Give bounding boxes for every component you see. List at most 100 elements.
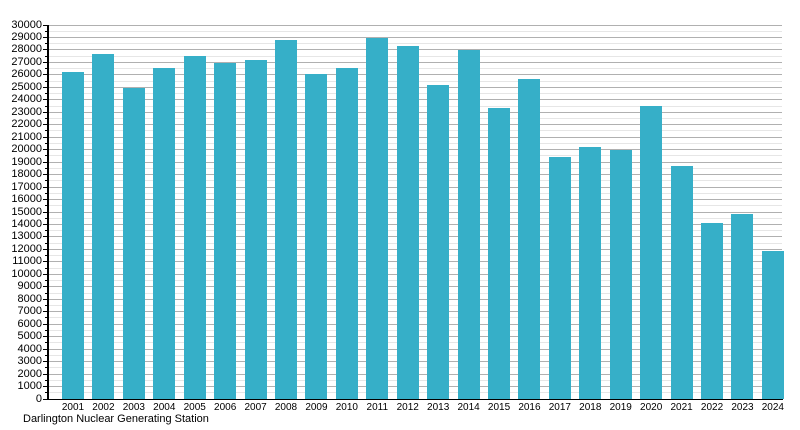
- y-axis-label: 7000: [17, 305, 42, 318]
- y-axis-tick: [43, 199, 48, 201]
- x-axis-label-2018: 2018: [579, 402, 602, 413]
- y-axis-tick: [45, 118, 48, 119]
- x-axis-label-2006: 2006: [214, 402, 237, 413]
- y-axis-tick: [45, 367, 48, 369]
- chart-caption: Darlington Nuclear Generating Station: [23, 413, 209, 425]
- y-axis-tick: [45, 155, 48, 157]
- x-axis-label-2009: 2009: [305, 402, 328, 413]
- bar-2012: [396, 45, 419, 399]
- y-axis-tick: [43, 386, 48, 388]
- y-axis-label: 18000: [11, 168, 42, 181]
- bar-2019: [609, 149, 632, 399]
- y-axis-tick: [45, 180, 48, 182]
- y-axis-label: 14000: [11, 217, 42, 230]
- y-axis-tick: [43, 24, 48, 26]
- y-axis-tick: [45, 354, 48, 356]
- x-axis-label-2023: 2023: [731, 402, 754, 413]
- y-axis-tick: [43, 336, 48, 338]
- bar-2020: [640, 106, 663, 399]
- x-axis-label-2017: 2017: [548, 402, 571, 413]
- y-axis-tick: [43, 286, 48, 288]
- x-axis-label-2007: 2007: [244, 402, 267, 413]
- gridline-major: [48, 36, 782, 38]
- y-axis-tick: [43, 99, 48, 101]
- bar-2009: [305, 73, 328, 399]
- bar-2011: [366, 38, 389, 399]
- y-axis-label: 16000: [11, 193, 42, 206]
- y-axis-tick: [43, 311, 48, 313]
- y-axis-tick: [45, 167, 48, 169]
- x-axis-label-2014: 2014: [457, 402, 480, 413]
- y-axis-label: 4000: [17, 342, 42, 355]
- y-axis-label: 12000: [11, 242, 42, 255]
- y-axis-tick: [43, 211, 48, 213]
- bar-2003: [122, 87, 145, 399]
- y-axis-label: 5000: [17, 330, 42, 343]
- y-axis-tick: [45, 142, 48, 144]
- x-axis-label-2001: 2001: [61, 402, 85, 413]
- y-axis-tick: [43, 149, 48, 151]
- y-axis-label: 3000: [17, 355, 42, 368]
- bar-2001: [62, 72, 84, 399]
- y-axis-tick: [43, 174, 48, 176]
- y-axis-tick: [45, 130, 48, 132]
- x-axis-label-2024: 2024: [761, 402, 784, 413]
- x-axis-label-2002: 2002: [92, 402, 115, 413]
- y-axis-tick: [43, 86, 48, 88]
- bar-2007: [244, 59, 267, 399]
- x-axis-label-2008: 2008: [274, 402, 298, 413]
- y-axis-label: 26000: [11, 68, 42, 81]
- y-axis-label: 2000: [17, 367, 42, 380]
- y-axis-tick: [45, 30, 48, 32]
- y-axis-tick: [45, 392, 48, 394]
- bar-2014: [457, 50, 480, 399]
- y-axis-label: 24000: [11, 93, 42, 106]
- y-axis-label: 10000: [11, 267, 42, 280]
- bar-2022: [701, 222, 724, 399]
- y-axis-tick: [43, 124, 48, 126]
- gridline-major: [48, 24, 782, 26]
- bar-2015: [488, 108, 511, 399]
- y-axis-tick: [43, 36, 48, 38]
- y-axis-tick: [43, 398, 48, 400]
- bar-2002: [92, 54, 115, 399]
- y-axis-label: 20000: [11, 143, 42, 156]
- y-axis-tick: [45, 205, 48, 207]
- y-axis-tick: [43, 136, 48, 138]
- y-axis-tick: [43, 248, 48, 250]
- y-axis-label: 30000: [11, 18, 42, 31]
- y-axis-label: 8000: [17, 292, 42, 305]
- y-axis-tick: [43, 61, 48, 63]
- bar-2006: [214, 62, 237, 399]
- y-axis-tick: [45, 230, 48, 232]
- x-axis-label-2019: 2019: [609, 402, 632, 413]
- y-axis-label: 27000: [11, 55, 42, 68]
- y-axis-tick: [45, 255, 48, 257]
- y-axis-label: 15000: [11, 205, 42, 218]
- y-axis-label: 0: [35, 392, 42, 405]
- y-axis-tick: [43, 361, 48, 363]
- bar-2010: [335, 68, 358, 399]
- y-axis-tick: [45, 329, 48, 331]
- x-axis-label-2013: 2013: [427, 402, 450, 413]
- x-axis-line: [47, 398, 783, 400]
- y-axis-tick: [43, 348, 48, 350]
- y-axis-tick: [43, 236, 48, 238]
- y-axis-label: 11000: [12, 255, 42, 268]
- y-axis-tick: [45, 342, 48, 344]
- y-axis-line: [47, 25, 49, 400]
- y-axis-tick: [45, 105, 48, 107]
- y-axis-tick: [45, 68, 48, 70]
- y-axis-tick: [43, 111, 48, 113]
- bar-2018: [579, 146, 602, 399]
- y-axis-label: 17000: [11, 180, 42, 193]
- y-axis-label: 22000: [11, 118, 42, 131]
- x-axis-label-2003: 2003: [122, 402, 145, 413]
- y-axis-tick: [45, 217, 48, 219]
- y-axis-tick: [45, 43, 48, 45]
- y-axis-label: 19000: [11, 155, 42, 168]
- bar-2016: [518, 78, 541, 399]
- y-axis-tick: [45, 317, 48, 319]
- x-axis-label-2010: 2010: [335, 402, 358, 413]
